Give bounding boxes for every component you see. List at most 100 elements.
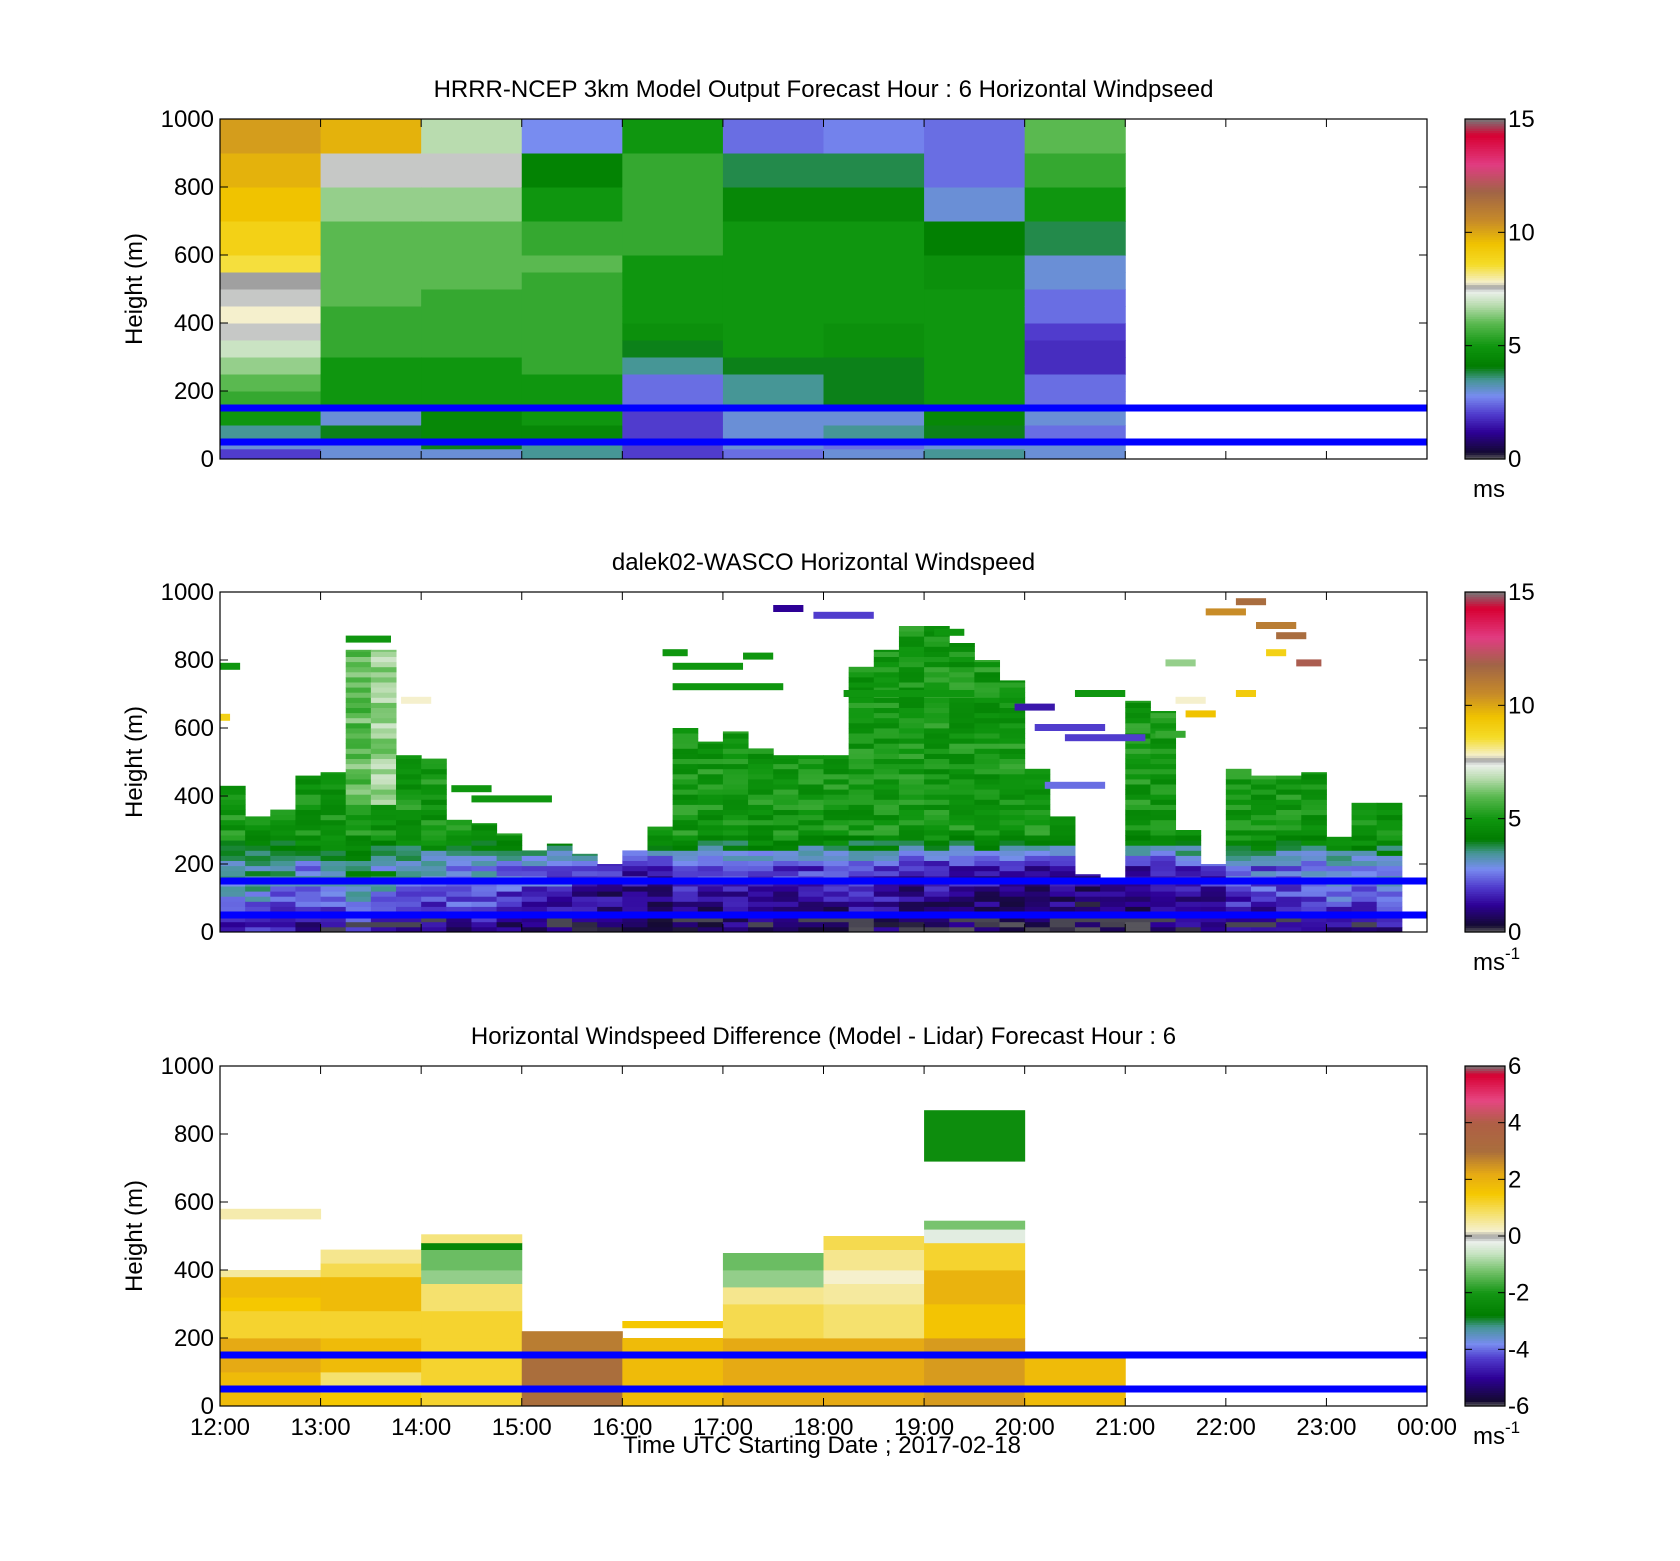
heatmap-streak xyxy=(401,696,432,704)
colorbar-swatch xyxy=(1465,798,1505,802)
heatmap-cell xyxy=(1250,901,1277,907)
heatmap-cell xyxy=(421,425,523,440)
heatmap-cell xyxy=(345,845,372,851)
heatmap-cell xyxy=(697,916,724,923)
heatmap-cell xyxy=(999,916,1026,923)
heatmap-cell xyxy=(848,921,875,928)
heatmap-cell xyxy=(924,1220,1026,1230)
heatmap-cell xyxy=(1150,855,1177,861)
heatmap-cell xyxy=(1225,804,1252,810)
heatmap-cell xyxy=(320,289,422,307)
heatmap-cell xyxy=(949,773,975,780)
colorbar-tick-label: 5 xyxy=(1508,333,1521,360)
heatmap-cell xyxy=(396,870,422,877)
heatmap-cell xyxy=(245,840,271,846)
heatmap-cell xyxy=(1225,906,1252,912)
colorbar-swatch xyxy=(1465,456,1505,460)
heatmap-cell xyxy=(823,340,925,358)
heatmap-cell xyxy=(1175,891,1202,897)
heatmap-cell xyxy=(1125,773,1151,780)
heatmap-cell xyxy=(1150,799,1177,805)
heatmap-cell xyxy=(396,773,422,780)
heatmap-cell xyxy=(823,755,850,759)
heatmap-cell xyxy=(370,748,397,754)
heatmap-cell xyxy=(748,926,774,932)
heatmap-cell xyxy=(1351,860,1378,867)
heatmap-cell xyxy=(421,814,447,821)
heatmap-cell xyxy=(924,1338,1026,1406)
heatmap-cell xyxy=(924,855,950,861)
heatmap-cell xyxy=(345,860,372,867)
heatmap-cell xyxy=(320,306,422,324)
heatmap-cell xyxy=(697,835,724,841)
heatmap-cell xyxy=(245,891,271,897)
heatmap-cell xyxy=(924,835,950,841)
heatmap-cell xyxy=(1024,119,1126,154)
heatmap-cell xyxy=(1376,901,1403,907)
heatmap-cell xyxy=(396,804,422,810)
heatmap-cell xyxy=(295,775,322,780)
heatmap-cell xyxy=(1150,743,1177,749)
heatmap-cell xyxy=(1250,809,1277,816)
colorbar-tick-label: 15 xyxy=(1508,106,1535,133)
heatmap-cell xyxy=(345,794,372,800)
heatmap-cell xyxy=(1125,702,1151,708)
heatmap-cell xyxy=(672,901,699,907)
heatmap-cell xyxy=(370,656,397,663)
heatmap-cell xyxy=(295,870,322,877)
heatmap-cell xyxy=(924,306,1026,324)
heatmap-cell xyxy=(924,255,1026,273)
heatmap-cell xyxy=(1024,374,1126,392)
heatmap-cell xyxy=(974,697,1001,703)
heatmap-cell xyxy=(345,926,372,932)
heatmap-cell xyxy=(1024,789,1051,795)
heatmap-cell xyxy=(773,789,799,795)
heatmap-cell xyxy=(1049,860,1076,867)
colorbar-swatch xyxy=(1465,1270,1505,1273)
heatmap-cell xyxy=(396,763,422,770)
heatmap-cell xyxy=(898,687,925,693)
heatmap-cell xyxy=(999,682,1026,688)
colorbar-swatch xyxy=(1465,400,1505,403)
heatmap-cell xyxy=(1150,784,1177,790)
colorbar-swatch xyxy=(1465,1154,1505,1158)
heatmap-cell xyxy=(672,728,699,734)
heatmap-cell xyxy=(798,855,824,861)
heatmap-cell xyxy=(546,865,573,872)
heatmap-cell xyxy=(370,738,397,744)
heatmap-cell xyxy=(1074,921,1101,928)
heatmap-cell xyxy=(320,845,347,851)
colorbar-swatch xyxy=(1465,1168,1505,1171)
heatmap-cell xyxy=(220,153,322,188)
heatmap-cell xyxy=(396,768,422,775)
heatmap-cell xyxy=(345,763,372,770)
heatmap-cell xyxy=(446,901,472,907)
heatmap-cell xyxy=(521,221,623,256)
heatmap-cell xyxy=(722,408,824,426)
colorbar-swatch xyxy=(1465,902,1505,906)
x-tick-label: 14:00 xyxy=(391,1414,451,1441)
heatmap-cell xyxy=(1024,306,1126,324)
heatmap-cell xyxy=(295,840,322,846)
colorbar-swatch xyxy=(1465,1115,1505,1119)
colorbar-swatch xyxy=(1465,596,1505,600)
heatmap-cell xyxy=(1150,748,1177,754)
heatmap-cell xyxy=(622,425,724,440)
heatmap-cell xyxy=(1125,717,1151,724)
heatmap-cell xyxy=(345,687,372,693)
colorbar-swatch xyxy=(1465,664,1505,668)
heatmap-cell xyxy=(748,784,774,790)
colorbar-swatch xyxy=(1465,397,1505,401)
heatmap-cell xyxy=(898,799,925,805)
heatmap-cell xyxy=(597,864,623,867)
heatmap-cell xyxy=(622,153,724,188)
heatmap-cell xyxy=(1225,870,1252,877)
colorbar-swatch xyxy=(1465,1326,1505,1330)
heatmap-cell xyxy=(546,855,573,861)
colorbar-swatch xyxy=(1465,791,1505,795)
colorbar-swatch xyxy=(1465,1122,1505,1126)
heatmap-cell xyxy=(1250,845,1277,851)
colorbar-swatch xyxy=(1465,137,1505,140)
heatmap-cell xyxy=(949,891,975,897)
heatmap-cell xyxy=(496,833,523,836)
